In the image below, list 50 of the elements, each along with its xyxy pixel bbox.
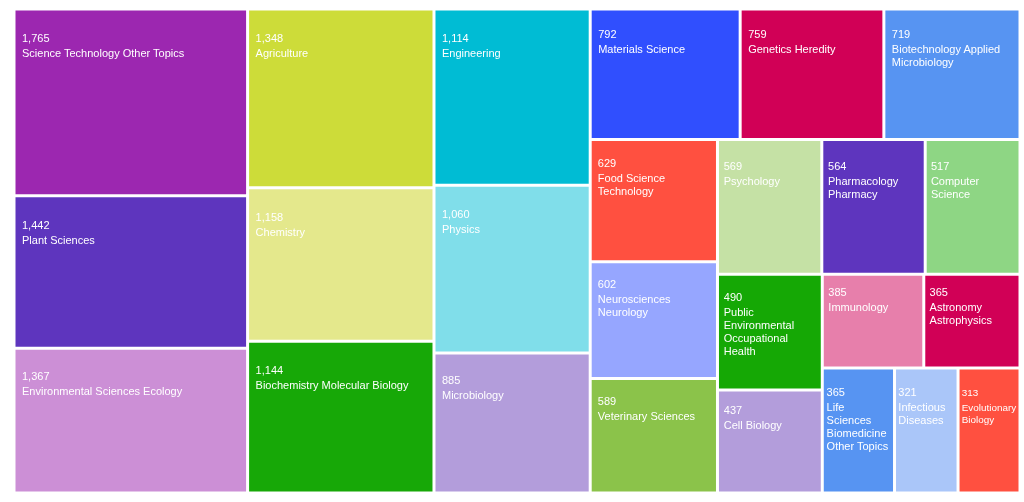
category-label: Agriculture — [255, 47, 309, 60]
data-label: 437 — [723, 403, 743, 416]
category-label: Genetics Heredity — [748, 43, 837, 56]
category-label: Evolutionary Biology — [961, 401, 1017, 425]
category-label: Computer Science — [930, 174, 980, 200]
category-label: Chemistry — [255, 225, 306, 238]
category-label: Microbiology — [441, 389, 505, 402]
data-label: 759 — [748, 28, 767, 41]
data-label: 569 — [723, 159, 743, 172]
data-label: 517 — [930, 159, 950, 172]
category-label: Environmental Sciences Ecology — [22, 385, 183, 398]
category-label: Science Technology Other Topics — [22, 47, 185, 60]
data-label: 1,442 — [22, 218, 50, 231]
category-label: Materials Science — [598, 43, 686, 56]
data-label: 719 — [891, 28, 911, 41]
category-label: Biotechnology Applied Microbiology — [891, 43, 1001, 69]
data-label: 1,144 — [255, 364, 284, 377]
category-label: Infectious Diseases — [898, 401, 946, 427]
category-label: Astronomy Astrophysics — [929, 301, 993, 327]
data-label: 1,060 — [441, 208, 470, 221]
category-label: Cell Biology — [723, 418, 783, 431]
data-label: 1,348 — [255, 32, 284, 45]
category-label: Public Environmental Occupational Health — [723, 305, 795, 357]
data-label: 365 — [826, 386, 845, 399]
category-label: Engineering — [441, 47, 501, 60]
data-label: 1,114 — [441, 32, 469, 45]
data-label: 602 — [597, 278, 617, 291]
category-label: Pharmacology Pharmacy — [828, 174, 899, 200]
data-label: 792 — [598, 28, 617, 41]
data-label: 313 — [961, 386, 979, 398]
category-label: Physics — [441, 223, 481, 236]
data-label: 589 — [597, 394, 617, 407]
category-label: Psychology — [723, 174, 781, 187]
category-label: Neurosciences Neurology — [597, 293, 672, 319]
category-label: Food Science Technology — [597, 172, 666, 198]
category-label: Immunology — [828, 301, 889, 314]
category-label: Biochemistry Molecular Biology — [255, 379, 409, 392]
data-label: 1,158 — [255, 210, 284, 223]
data-label: 385 — [828, 286, 847, 299]
data-label: 365 — [929, 286, 948, 299]
data-label: 885 — [441, 374, 461, 387]
data-label: 321 — [898, 386, 917, 399]
data-label: 564 — [828, 159, 847, 172]
category-label: Life Sciences Biomedicine Other Topics — [826, 401, 889, 453]
category-label: Plant Sciences — [22, 233, 96, 246]
data-label: 629 — [597, 157, 617, 170]
category-label: Veterinary Sciences — [597, 409, 696, 422]
data-label: 1,765 — [22, 32, 50, 45]
data-label: 490 — [723, 290, 743, 303]
data-label: 1,367 — [22, 370, 50, 383]
